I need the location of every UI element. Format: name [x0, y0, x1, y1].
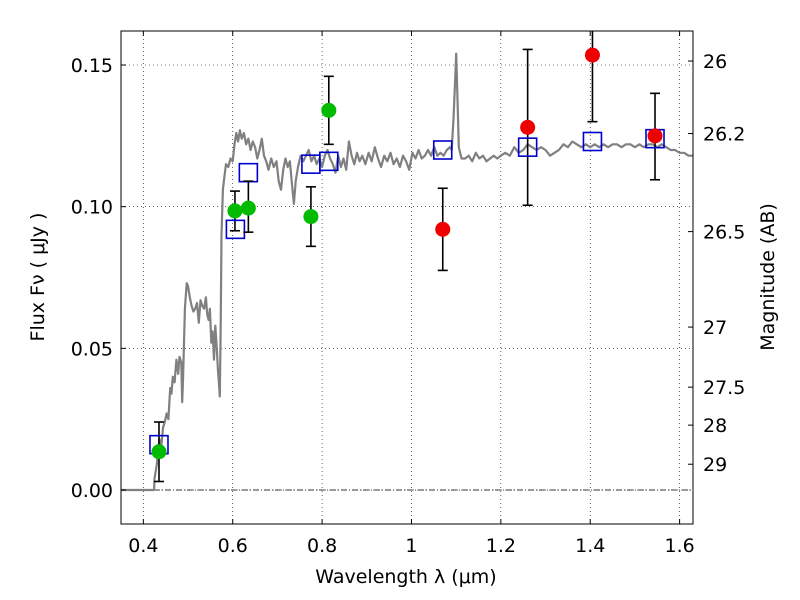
observed-point: [303, 209, 319, 225]
model-photometry-box: [582, 131, 603, 152]
y2-tick-label: 26: [703, 51, 727, 73]
error-bar-caps-outside: [153, 48, 661, 483]
observed-point: [321, 102, 337, 118]
model-spectrum-line: [121, 52, 693, 492]
y-tick-label: 0.00: [71, 480, 113, 502]
model-photometry-boxes: [149, 128, 665, 455]
y-tick-label: 0.05: [71, 338, 113, 360]
y2-axis-label: Magnitude (AB): [757, 203, 779, 351]
magnitude-tick-labels: 26 26.2 26.5 27 27.5 28 29: [703, 51, 745, 476]
x-tick-label: 1.4: [575, 535, 605, 557]
observed-point: [240, 200, 256, 216]
y2-tick-label: 26.2: [703, 124, 745, 146]
y-tick-label: 0.15: [71, 55, 113, 77]
observed-point: [520, 119, 536, 135]
y2-tick-label: 26.5: [703, 222, 745, 244]
observed-point: [584, 47, 600, 63]
x-tick-label: 1.2: [486, 535, 516, 557]
y-tick-labels: 0.00 0.05 0.10 0.15: [71, 55, 113, 502]
model-photometry-box: [318, 151, 339, 172]
y2-tick-label: 28: [703, 415, 727, 437]
x-tick-label: 1: [405, 535, 417, 557]
plot-area: [121, 31, 693, 492]
x-tick-labels: 0.4 0.6 0.8 1 1.2 1.4 1.6: [128, 535, 694, 557]
model-photometry-box: [225, 219, 246, 240]
observed-point: [227, 203, 243, 219]
plot-frame: [120, 30, 694, 525]
y2-tick-label: 27.5: [703, 377, 745, 399]
observed-point: [435, 221, 451, 237]
y-axis-label: Flux Fν ( μJy ): [27, 213, 49, 342]
model-photometry-box: [432, 140, 453, 160]
observed-point: [151, 444, 167, 460]
x-tick-label: 0.4: [128, 535, 158, 557]
y-tick-label: 0.10: [71, 197, 113, 219]
observed-point: [647, 128, 663, 144]
x-tick-label: 0.8: [307, 535, 337, 557]
x-axis-label: Wavelength λ (μm): [315, 566, 496, 588]
x-tick-label: 1.6: [664, 535, 694, 557]
observed-points: [151, 47, 663, 460]
plot-background: [121, 31, 693, 524]
y2-tick-label: 29: [703, 454, 727, 476]
axis-ticks: [121, 31, 693, 524]
x-tick-label: 0.6: [218, 535, 248, 557]
model-photometry-box: [517, 137, 538, 157]
model-spectrum: [121, 52, 693, 492]
y2-tick-label: 27: [703, 317, 727, 339]
